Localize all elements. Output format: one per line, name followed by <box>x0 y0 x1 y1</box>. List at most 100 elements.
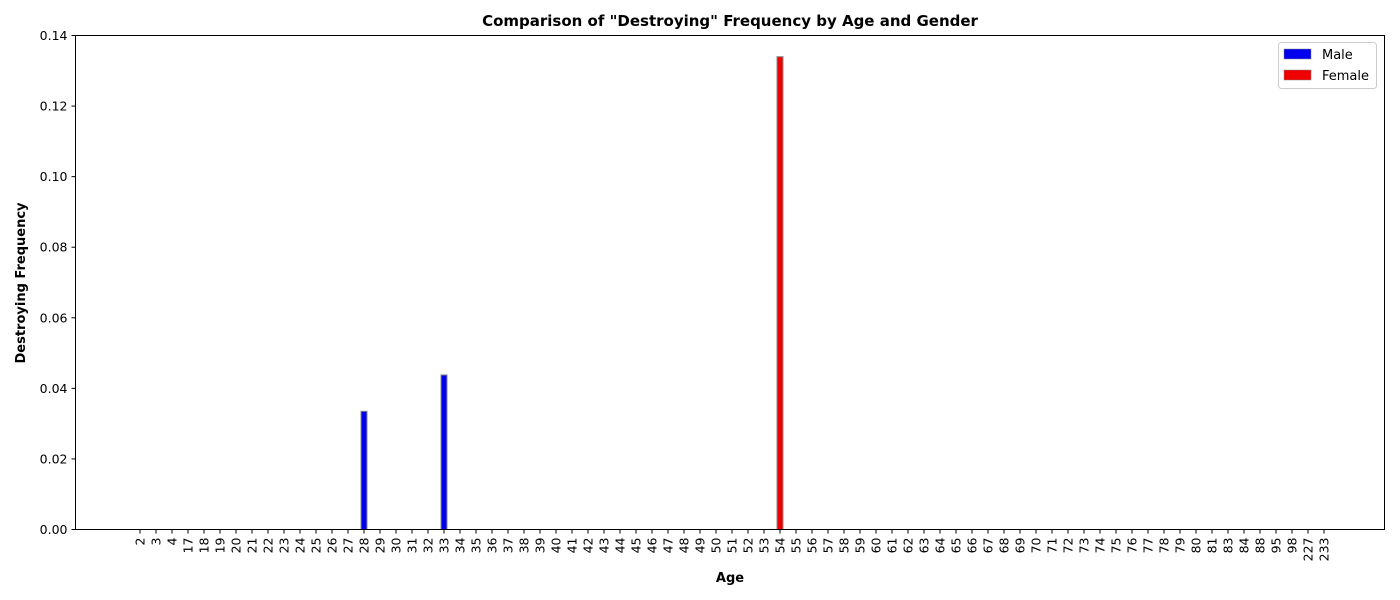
x-tick-label: 88 <box>1253 537 1268 553</box>
x-tick-label: 28 <box>357 537 372 553</box>
x-tick-label: 24 <box>293 537 308 553</box>
x-tick-label: 81 <box>1205 538 1220 554</box>
x-tick-label: 17 <box>181 538 196 554</box>
chart-title: Comparison of "Destroying" Frequency by … <box>482 12 978 30</box>
x-tick-label: 74 <box>1093 537 1108 553</box>
x-tick-label: 43 <box>597 538 612 554</box>
bar-female-age-54 <box>776 56 784 531</box>
y-tick-label: 0.08 <box>40 240 68 255</box>
x-tick-label: 61 <box>885 538 900 554</box>
x-tick-label: 59 <box>853 537 868 553</box>
x-tick-label: 3 <box>149 538 164 546</box>
x-tick-label: 20 <box>229 537 244 553</box>
x-tick-label: 64 <box>933 537 948 553</box>
x-tick-label: 70 <box>1029 537 1044 553</box>
x-tick-label: 49 <box>693 537 708 553</box>
legend: Male Female <box>1278 42 1377 89</box>
legend-swatch-female <box>1283 69 1312 81</box>
x-tick-label: 38 <box>517 537 532 553</box>
x-tick-label: 23 <box>277 538 292 554</box>
y-tick-label: 0.14 <box>40 28 68 43</box>
legend-label-female: Female <box>1322 69 1369 84</box>
x-tick-label: 73 <box>1077 538 1092 554</box>
x-tick-label: 46 <box>645 537 660 553</box>
x-tick-label: 29 <box>373 537 388 553</box>
x-tick-label: 79 <box>1173 537 1188 553</box>
y-tick-label: 0.04 <box>40 381 68 396</box>
x-tick-label: 19 <box>213 537 228 553</box>
x-tick-label: 50 <box>709 537 724 553</box>
x-tick-label: 41 <box>565 538 580 554</box>
y-tick-label: 0.12 <box>40 99 68 114</box>
x-tick-label: 33 <box>437 538 452 554</box>
plot-frame <box>75 35 1385 530</box>
x-tick-label: 58 <box>837 537 852 553</box>
x-tick-label: 40 <box>549 537 564 553</box>
bar-male-age-28 <box>360 410 368 530</box>
x-tick-label: 37 <box>501 538 516 554</box>
x-tick-label: 34 <box>453 537 468 553</box>
x-tick-label: 52 <box>741 538 756 554</box>
x-tick-label: 66 <box>965 537 980 553</box>
x-tick-label: 84 <box>1237 537 1252 553</box>
bars-group <box>360 56 784 531</box>
y-axis-label: Destroying Frequency <box>14 202 29 364</box>
x-tick-label: 76 <box>1125 537 1140 553</box>
legend-label-male: Male <box>1322 48 1353 63</box>
x-tick-label: 27 <box>341 538 356 554</box>
x-tick-label: 78 <box>1157 537 1172 553</box>
x-tick-label: 57 <box>821 538 836 554</box>
x-tick-label: 26 <box>325 537 340 553</box>
x-tick-label: 67 <box>981 538 996 554</box>
legend-swatch-male <box>1283 48 1312 60</box>
x-tick-label: 227 <box>1301 538 1316 562</box>
x-tick-label: 21 <box>245 538 260 554</box>
x-axis-label: Age <box>716 571 744 586</box>
x-tick-label: 60 <box>869 537 884 553</box>
y-axis-ticks: 0.00 0.02 0.04 0.06 0.08 0.10 0.12 0.14 <box>40 28 76 537</box>
x-tick-label: 63 <box>917 538 932 554</box>
x-tick-label: 45 <box>629 538 644 554</box>
x-tick-label: 233 <box>1317 538 1332 562</box>
x-tick-label: 68 <box>997 537 1012 553</box>
x-tick-label: 95 <box>1269 538 1284 554</box>
x-tick-label: 48 <box>677 537 692 553</box>
x-tick-label: 42 <box>581 538 596 554</box>
x-tick-label: 62 <box>901 538 916 554</box>
x-tick-label: 71 <box>1045 538 1060 554</box>
x-tick-label: 55 <box>789 538 804 554</box>
x-tick-label: 72 <box>1061 538 1076 554</box>
x-tick-label: 44 <box>613 537 628 553</box>
x-tick-label: 4 <box>165 537 180 545</box>
x-tick-label: 65 <box>949 538 964 554</box>
x-tick-label: 18 <box>197 537 212 553</box>
x-tick-label: 25 <box>309 538 324 554</box>
x-tick-label: 35 <box>469 538 484 554</box>
x-tick-label: 30 <box>389 537 404 553</box>
x-tick-label: 83 <box>1221 538 1236 554</box>
y-tick-label: 0.06 <box>40 310 68 325</box>
x-tick-label: 80 <box>1189 537 1204 553</box>
x-tick-label: 98 <box>1285 537 1300 553</box>
x-tick-label: 32 <box>421 538 436 554</box>
x-tick-label: 31 <box>405 538 420 554</box>
x-tick-label: 39 <box>533 537 548 553</box>
x-tick-label: 77 <box>1141 538 1156 554</box>
x-tick-label: 22 <box>261 538 276 554</box>
x-tick-label: 69 <box>1013 537 1028 553</box>
x-axis-ticks: 2 3 4 17 18 19 20 21 22 23 24 25 26 27 28 29 30 31 32 33 34 3… <box>133 529 1332 562</box>
x-tick-label: 75 <box>1109 538 1124 554</box>
y-tick-label: 0.00 <box>40 522 68 537</box>
x-tick-label: 53 <box>757 538 772 554</box>
x-tick-label: 36 <box>485 537 500 553</box>
bar-male-age-33 <box>440 374 448 530</box>
x-tick-label: 51 <box>725 538 740 554</box>
x-tick-label: 47 <box>661 538 676 554</box>
y-tick-label: 0.10 <box>40 169 68 184</box>
x-tick-label: 54 <box>773 537 788 553</box>
x-tick-label: 2 <box>133 538 148 546</box>
x-tick-label: 56 <box>805 537 820 553</box>
y-tick-label: 0.02 <box>40 451 68 466</box>
